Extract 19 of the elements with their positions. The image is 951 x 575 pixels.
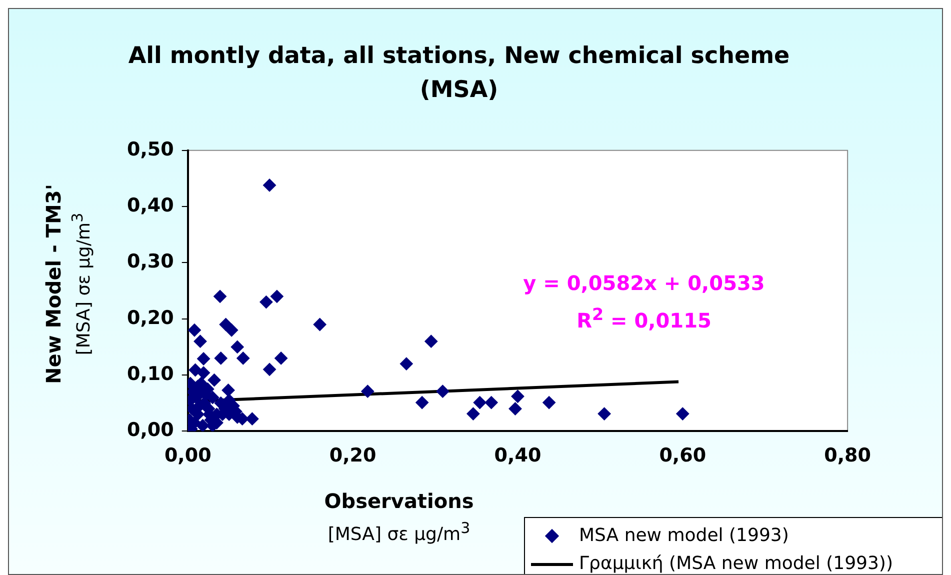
y-tick-label: 0,10 [126,362,174,385]
y-tick-label: 0,40 [126,194,174,216]
y-tick-label: 0,50 [126,138,174,160]
x-tick-label: 0,60 [659,444,706,467]
x-tick-label: 0,40 [494,444,542,467]
x-axis-title: Observations [323,489,475,513]
y-tick-label: 0,00 [126,419,174,442]
text: [MSA] σε μg/m$^{3}$ [326,519,472,545]
x-tick-label: 0,00 [164,444,212,467]
legend-label: MSA new model (1993) [578,524,790,548]
x-tick-label: 0,80 [824,444,872,467]
annotation: y = 0,0582x + 0,0533 [522,270,766,297]
y-axis-title: New Model - TM3' [42,184,66,384]
x-tick-label: 0,20 [329,444,376,467]
chart-title: All montly data, all stations, New chemical scheme (MSA) [127,42,791,105]
annotation: R$^{2}$ = 0,0115 [576,304,712,335]
legend-label: Γραμμική (MSA new model (1993)) [578,552,894,575]
y-tick-label: 0,20 [126,306,174,329]
y-tick-label: 0,30 [126,250,174,273]
